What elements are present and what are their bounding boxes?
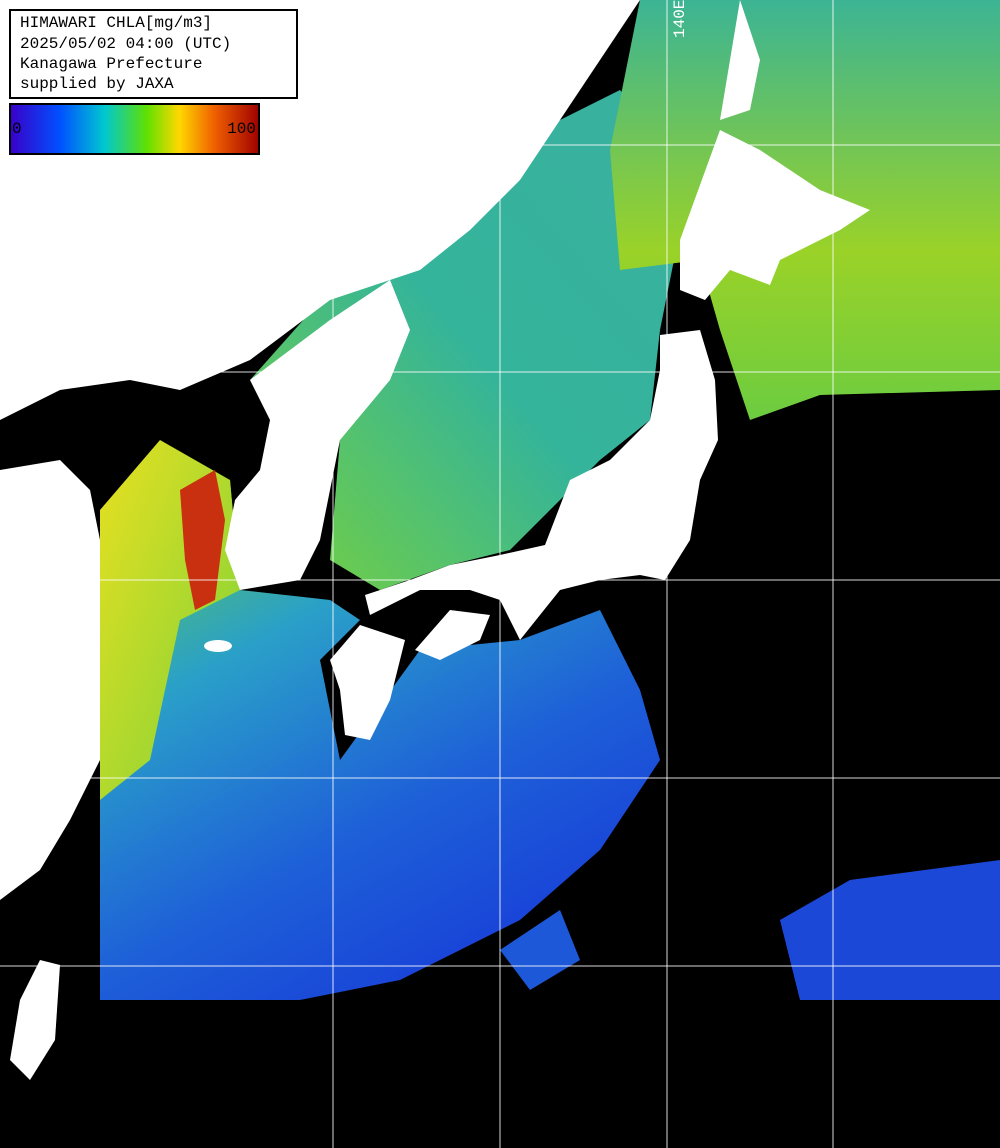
colorbar-min: 0 xyxy=(12,120,22,138)
lat-label: 30N xyxy=(20,759,49,777)
legend-line: supplied by JAXA xyxy=(20,75,174,93)
ocean-color xyxy=(100,0,1000,1000)
colorbar: 0 100 xyxy=(9,103,260,155)
colorbar-max: 100 xyxy=(227,120,256,138)
lat-label: 40N xyxy=(14,353,43,371)
legend-line: Kanagawa Prefecture xyxy=(20,55,202,73)
legend-line: HIMAWARI CHLA[mg/m3] xyxy=(20,14,212,32)
legend-line: 2025/05/02 04:00 (UTC) xyxy=(20,35,231,53)
land xyxy=(0,0,870,1080)
lon-label: 140E xyxy=(671,0,689,38)
legend: HIMAWARI CHLA[mg/m3] 2025/05/02 04:00 (U… xyxy=(9,9,298,99)
